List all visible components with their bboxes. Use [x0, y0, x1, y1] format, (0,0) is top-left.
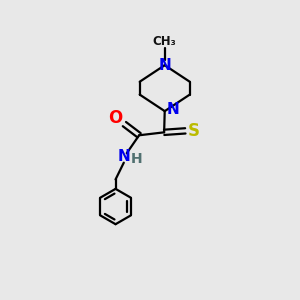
Text: N: N [166, 103, 179, 118]
Text: CH₃: CH₃ [153, 34, 177, 48]
Text: N: N [158, 58, 171, 73]
Text: H: H [130, 152, 142, 167]
Text: N: N [117, 149, 130, 164]
Text: O: O [108, 109, 123, 127]
Text: S: S [188, 122, 200, 140]
